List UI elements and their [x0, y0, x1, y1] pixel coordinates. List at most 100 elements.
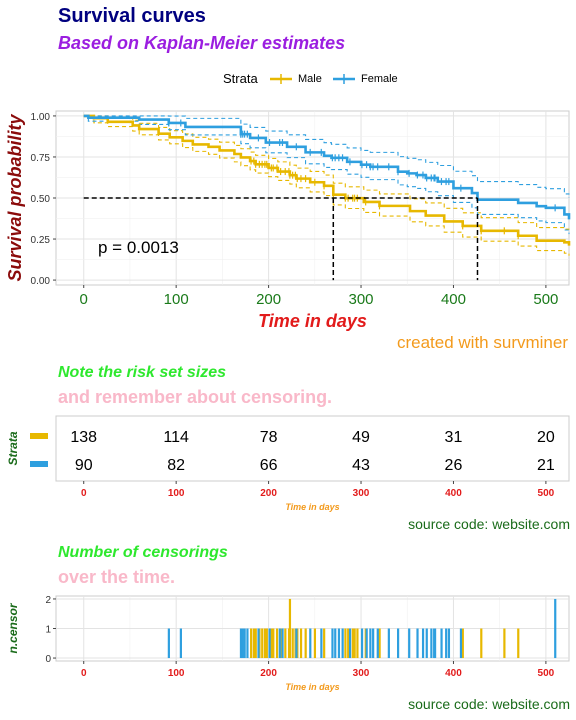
km-xtick-label: 500: [533, 291, 558, 308]
censor-xlabel: Time in days: [285, 682, 339, 692]
censor-plot-title: Number of censorings: [58, 544, 228, 561]
censor-bar-female: [337, 628, 341, 659]
risk-xlabel: Time in days: [285, 502, 339, 512]
censor-bar-female: [331, 628, 334, 659]
risk-cell-male: 138: [70, 429, 97, 446]
km-ci-upper-male: [83, 115, 570, 233]
km-ytick-label: 0.00: [31, 276, 51, 287]
censor-ylabel: n.censor: [6, 602, 20, 653]
censor-bar-male: [252, 628, 256, 659]
censor-ytick-label: 0: [45, 654, 51, 665]
legend-label-male: Male: [298, 73, 322, 85]
risk-ylabel: Strata: [6, 431, 20, 465]
km-xlabel: Time in days: [258, 311, 367, 331]
censor-bar-male: [353, 628, 356, 659]
censor-bar-female: [239, 628, 243, 659]
censor-bar-male: [261, 628, 264, 659]
risk-xtick-label: 400: [445, 488, 462, 499]
km-ytick-label: 0.25: [31, 235, 51, 246]
censor-bar-female: [397, 628, 400, 659]
risk-cell-female: 43: [352, 457, 370, 474]
risk-cell-male: 49: [352, 429, 370, 446]
page-subtitle: Based on Kaplan-Meier estimates: [58, 33, 346, 53]
risk-cell-female: 26: [445, 457, 463, 474]
risk-cell-female: 66: [260, 457, 278, 474]
censor-bar-female: [257, 628, 260, 659]
censor-bar-female: [445, 628, 448, 659]
km-ci-lower-female: [83, 115, 570, 235]
censor-bar-male: [270, 628, 273, 659]
risk-panel: [55, 415, 570, 482]
km-ci-upper-female: [83, 115, 570, 198]
km-xtick-label: 0: [80, 291, 88, 308]
risk-cell-male: 78: [260, 429, 278, 446]
censor-bar-male: [344, 628, 347, 659]
risk-xtick-label: 0: [81, 488, 87, 499]
censor-bar-female: [433, 628, 437, 659]
km-xtick-label: 200: [256, 291, 281, 308]
censor-bar-female: [334, 628, 337, 659]
censor-bar-female: [369, 628, 372, 659]
censor-bar-male: [378, 628, 381, 659]
censor-bar-male: [351, 628, 354, 659]
censor-bar-male: [254, 628, 257, 659]
censor-bar-male: [323, 628, 326, 659]
censor-bar-female: [376, 628, 379, 659]
censor-bar-male: [265, 628, 268, 659]
censor-plot-caption: source code: website.com: [408, 696, 570, 712]
censor-bar-female: [243, 628, 246, 659]
risk-xtick-label: 200: [260, 488, 277, 499]
censor-bar-female: [246, 628, 249, 659]
censor-bar-female: [425, 628, 428, 659]
risk-cell-male: 114: [163, 429, 189, 446]
censor-bar-male: [263, 628, 267, 659]
risk-cell-male: 20: [537, 429, 555, 446]
censor-bar-female: [295, 628, 298, 659]
censor-bar-female: [408, 628, 411, 659]
risk-xtick-label: 300: [353, 488, 370, 499]
censor-xtick-label: 300: [353, 668, 370, 679]
km-xtick-label: 300: [349, 291, 374, 308]
censor-bar-female: [309, 628, 312, 659]
censor-bar-male: [250, 628, 253, 659]
censor-bar-male: [313, 628, 317, 659]
censor-bar-female: [387, 628, 390, 659]
censor-bar-female: [421, 628, 425, 659]
censor-bar-male: [347, 628, 350, 659]
risk-cell-female: 90: [75, 457, 93, 474]
risk-cell-male: 31: [445, 429, 463, 446]
legend-title: Strata: [223, 71, 258, 86]
censor-xtick-label: 500: [538, 668, 555, 679]
censor-bar-male: [517, 628, 520, 659]
censor-bar-male: [461, 628, 464, 659]
km-caption: created with survminer: [396, 333, 568, 352]
censor-bar-female: [341, 628, 344, 659]
censor-bar-male: [284, 628, 287, 659]
censor-bar-female: [281, 628, 284, 659]
censor-bar-female: [416, 628, 419, 659]
censor-bar-female: [365, 628, 368, 659]
censor-plot-subtitle: over the time.: [58, 567, 176, 587]
km-ylabel: Survival probability: [5, 113, 25, 281]
censor-bar-female: [179, 628, 182, 659]
risk-xtick-label: 500: [538, 488, 555, 499]
censor-bar-female: [430, 628, 433, 659]
km-ytick-label: 1.00: [31, 112, 51, 123]
censor-bar-male: [503, 628, 506, 659]
censor-bar-male: [291, 628, 294, 659]
km-ytick-label: 0.50: [31, 194, 51, 205]
risk-table-caption: source code: website.com: [408, 516, 570, 532]
censor-bar-male: [272, 628, 275, 659]
censor-bar-female: [360, 628, 364, 659]
risk-row-key-female: [30, 461, 48, 467]
censor-bar-male: [304, 628, 307, 659]
censor-bar-female: [167, 628, 170, 659]
censor-ytick-label: 2: [45, 595, 51, 606]
risk-cell-female: 21: [537, 457, 555, 474]
censor-bar-female: [372, 628, 375, 659]
censor-bar-female: [459, 628, 463, 659]
censor-xtick-label: 100: [168, 668, 185, 679]
